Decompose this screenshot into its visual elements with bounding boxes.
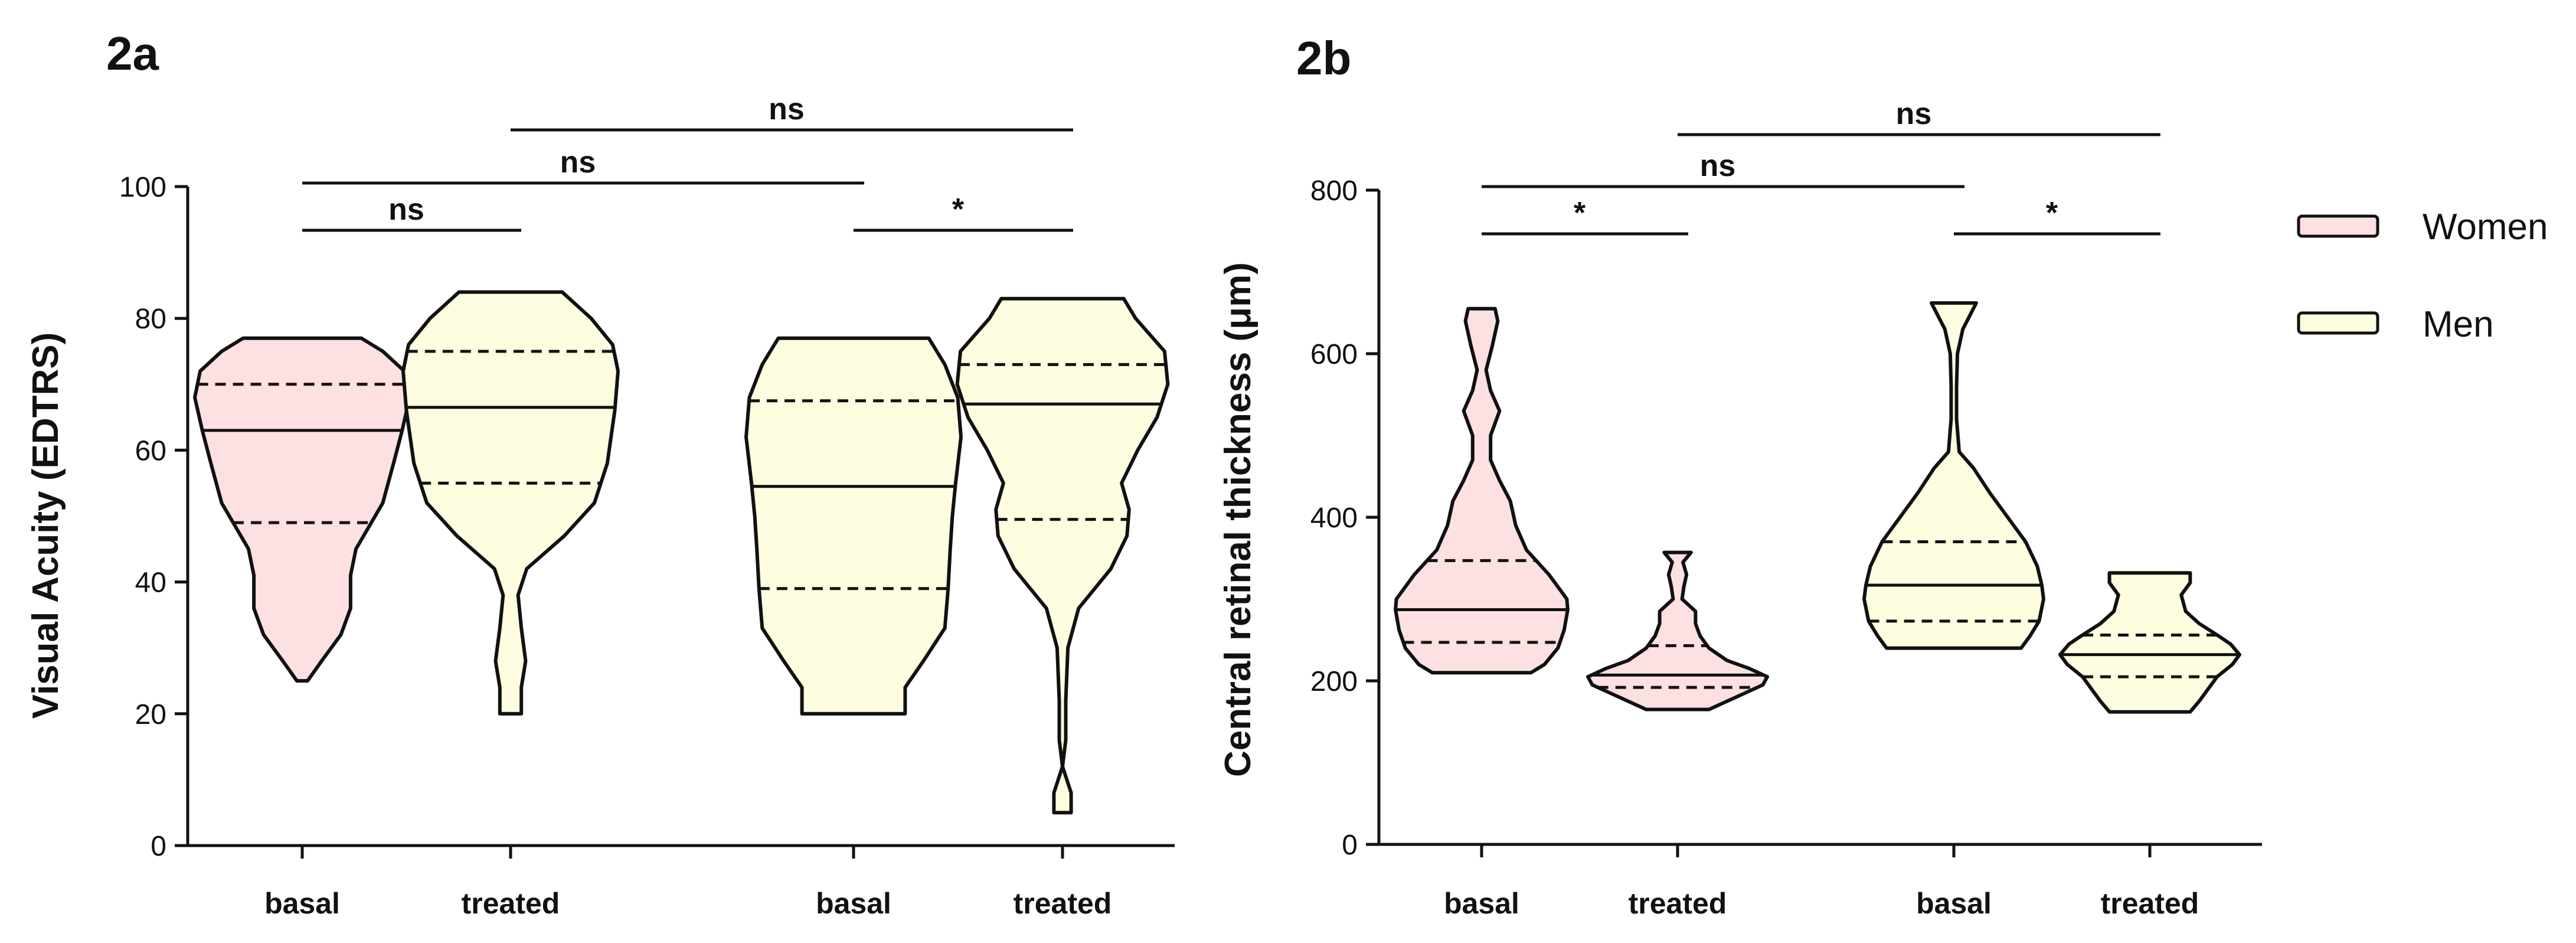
- y-axis-label-2a: Visual Acuity (EDTRS): [25, 332, 66, 719]
- x-tick-label: basal: [264, 887, 340, 920]
- violin-treated-men: [2058, 571, 2241, 714]
- significance-label: ns: [1700, 149, 1736, 183]
- y-tick-label: 400: [1310, 503, 1358, 534]
- panel-2a: 2a Visual Acuity (EDTRS) 0 20 40 60 80 100 bas…: [25, 27, 1175, 920]
- x-tick-label: treated: [462, 887, 560, 920]
- significance-label: *: [1574, 196, 1586, 230]
- y-tick-label: 0: [1342, 830, 1358, 861]
- significance-brackets-2a: ns ns ns *: [302, 92, 1073, 232]
- x-tick-label: treated: [2101, 887, 2199, 920]
- y-tick-label: 80: [135, 304, 166, 335]
- panel-2b: 2b Central retinal thickness (μm) 0 200 40…: [1218, 32, 2262, 920]
- significance-label: *: [952, 192, 965, 227]
- x-tick-label: treated: [1629, 887, 1727, 920]
- significance-label: ns: [388, 192, 424, 227]
- violin-basal-women: [1394, 306, 1570, 675]
- y-axis-label-2b: Central retinal thickness (μm): [1218, 262, 1258, 777]
- legend: Women Men: [2297, 207, 2548, 345]
- y-tick-label: 600: [1310, 339, 1358, 370]
- violin-treated-men: [955, 296, 1170, 815]
- violin-treated-women: [401, 290, 620, 716]
- significance-brackets-2b: * ns ns *: [1482, 97, 2160, 236]
- significance-label: *: [2046, 196, 2058, 230]
- x-tick-label: treated: [1014, 887, 1112, 920]
- y-tick-label: 200: [1310, 666, 1358, 697]
- violin-basal-men: [744, 336, 963, 716]
- violin-basal-men: [1862, 301, 2045, 650]
- violins-2b: [1394, 301, 2241, 714]
- legend-swatch-men: [2297, 311, 2379, 335]
- significance-label: ns: [1896, 97, 1932, 131]
- y-tick-label: 800: [1310, 175, 1358, 207]
- y-tick-label: 100: [119, 172, 166, 203]
- x-tick-label: basal: [1916, 887, 1992, 920]
- significance-label: ns: [769, 92, 805, 126]
- legend-label-women: Women: [2423, 207, 2548, 247]
- panel-label-2a: 2a: [106, 27, 159, 80]
- violins-2a: [193, 290, 1170, 815]
- legend-swatch-women: [2297, 214, 2379, 238]
- legend-label-men: Men: [2423, 304, 2494, 345]
- y-tick-label: 60: [135, 435, 166, 466]
- y-tick-label: 20: [135, 699, 166, 730]
- y-tick-label: 40: [135, 567, 166, 599]
- x-tick-label: basal: [1444, 887, 1519, 920]
- x-tick-label: basal: [816, 887, 891, 920]
- violin-basal-women: [193, 336, 411, 683]
- axes-2a: 0 20 40 60 80 100 basal treated basal treated: [119, 172, 1175, 920]
- panel-label-2b: 2b: [1296, 32, 1351, 84]
- axes-2b: 0 200 400 600 800 basal treated basal treated: [1310, 175, 2262, 920]
- y-tick-label: 0: [151, 831, 166, 862]
- significance-label: ns: [560, 145, 596, 180]
